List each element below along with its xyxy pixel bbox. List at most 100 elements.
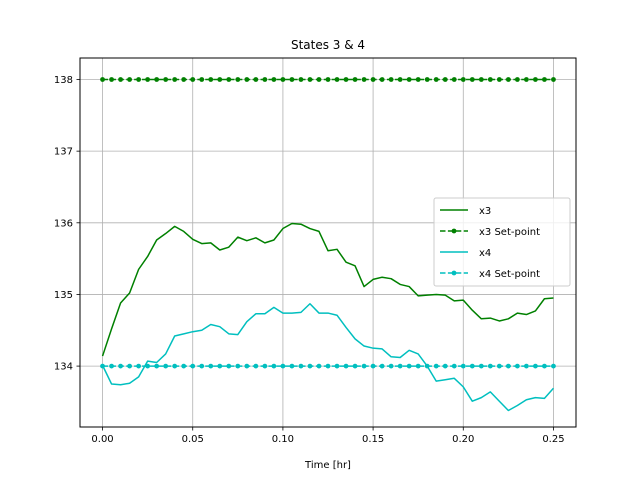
data-point-x3-set-point	[334, 77, 340, 82]
data-point-x4-set-point	[172, 363, 178, 369]
x-tick-label: 0.10	[272, 434, 294, 445]
data-point-x4-set-point	[163, 363, 169, 369]
data-point-x4-set-point	[524, 363, 529, 369]
y-tick-label: 136	[54, 218, 73, 229]
data-point-x4-set-point	[289, 363, 295, 369]
data-point-x3-set-point	[505, 77, 511, 82]
data-point-x3-set-point	[361, 77, 367, 82]
legend-marker-x4-set-point	[451, 270, 457, 276]
data-point-x3-set-point	[478, 77, 484, 82]
data-point-x4-set-point	[343, 363, 349, 369]
data-point-x3-set-point	[226, 77, 232, 82]
chart-title: States 3 & 4	[291, 38, 365, 52]
legend-label-x3: x3	[479, 206, 491, 217]
data-point-x3-set-point	[235, 77, 241, 82]
data-point-x3-set-point	[298, 77, 304, 82]
data-point-x3-set-point	[514, 77, 520, 82]
data-point-x3-set-point	[533, 77, 538, 82]
series-x3	[101, 222, 554, 357]
data-point-x3-set-point	[442, 77, 448, 82]
legend-entry-x4: x4	[440, 248, 491, 259]
data-point-x3-set-point	[199, 77, 205, 82]
data-point-x4-set-point	[551, 363, 556, 369]
data-point-x4-set-point	[190, 363, 196, 369]
data-point-x3-set-point	[469, 77, 475, 82]
data-point-x4-set-point	[505, 363, 511, 369]
data-point-x3-set-point	[262, 77, 268, 82]
data-point-x4-set-point	[406, 363, 412, 369]
data-point-x4-set-point	[361, 363, 367, 369]
series-line-x4	[101, 303, 555, 412]
data-point-x3-set-point	[415, 77, 421, 82]
plot-frame	[79, 57, 577, 428]
legend-entry-x3: x3	[440, 206, 491, 217]
data-point-x4-set-point	[316, 363, 322, 369]
data-point-x4-set-point	[280, 363, 286, 369]
y-tick-label: 135	[54, 290, 73, 301]
data-point-x4-set-point	[442, 363, 448, 369]
data-point-x3-set-point	[316, 77, 322, 82]
data-point-x4-set-point	[181, 363, 187, 369]
data-point-x4-set-point	[325, 363, 331, 369]
legend-label-x4: x4	[479, 248, 491, 259]
data-point-x4-set-point	[145, 363, 151, 369]
data-point-x4-set-point	[109, 363, 114, 369]
data-point-x3-set-point	[208, 77, 214, 82]
legend: x3 x3 Set-point x4 x4 Set-point	[433, 197, 571, 287]
data-point-x3-set-point	[136, 77, 142, 82]
series-x4	[101, 303, 555, 412]
data-point-x3-set-point	[253, 77, 259, 82]
data-point-x4-set-point	[460, 363, 466, 369]
data-point-x3-set-point	[343, 77, 349, 82]
data-point-x3-set-point	[100, 77, 105, 82]
series-x4-set-point	[100, 363, 556, 369]
plot-series	[100, 77, 556, 412]
data-point-x4-set-point	[487, 363, 493, 369]
data-point-x4-set-point	[199, 363, 205, 369]
legend-marker-x3-set-point	[451, 228, 457, 234]
data-point-x4-set-point	[271, 363, 277, 369]
data-point-x3-set-point	[451, 77, 457, 82]
data-point-x3-set-point	[118, 77, 123, 82]
data-point-x3-set-point	[433, 77, 439, 82]
data-point-x4-set-point	[298, 363, 304, 369]
data-point-x3-set-point	[352, 77, 358, 82]
data-point-x3-set-point	[551, 77, 556, 82]
data-point-x3-set-point	[127, 77, 132, 82]
data-point-x4-set-point	[352, 363, 358, 369]
x-axis-label: Time [hr]	[304, 460, 351, 471]
y-tick-label: 138	[54, 75, 73, 86]
data-point-x4-set-point	[451, 363, 457, 369]
data-point-x4-set-point	[100, 363, 105, 369]
data-point-x3-set-point	[289, 77, 295, 82]
data-point-x4-set-point	[542, 363, 547, 369]
data-point-x3-set-point	[379, 77, 385, 82]
data-point-x4-set-point	[424, 363, 430, 369]
data-point-x4-set-point	[415, 363, 421, 369]
data-point-x3-set-point	[524, 77, 529, 82]
data-point-x4-set-point	[262, 363, 268, 369]
data-point-x3-set-point	[388, 77, 394, 82]
data-point-x3-set-point	[244, 77, 250, 82]
y-tick-label: 137	[54, 147, 73, 158]
data-point-x4-set-point	[334, 363, 340, 369]
data-point-x4-set-point	[533, 363, 538, 369]
data-point-x4-set-point	[388, 363, 394, 369]
data-point-x4-set-point	[379, 363, 385, 369]
data-point-x3-set-point	[487, 77, 493, 82]
data-point-x4-set-point	[154, 363, 160, 369]
data-point-x4-set-point	[478, 363, 484, 369]
data-point-x3-set-point	[190, 77, 196, 82]
data-point-x3-set-point	[424, 77, 430, 82]
data-point-x3-set-point	[406, 77, 412, 82]
series-line-x3	[101, 222, 554, 357]
x-tick-label: 0.00	[91, 434, 113, 445]
data-point-x3-set-point	[163, 77, 169, 82]
x-tick-label: 0.15	[362, 434, 384, 445]
data-point-x4-set-point	[217, 363, 223, 369]
data-point-x4-set-point	[118, 363, 123, 369]
legend-entry-x3-set-point: x3 Set-point	[440, 227, 540, 238]
series-x3-set-point	[100, 77, 556, 82]
x-tick-label: 0.20	[452, 434, 474, 445]
data-point-x4-set-point	[226, 363, 232, 369]
